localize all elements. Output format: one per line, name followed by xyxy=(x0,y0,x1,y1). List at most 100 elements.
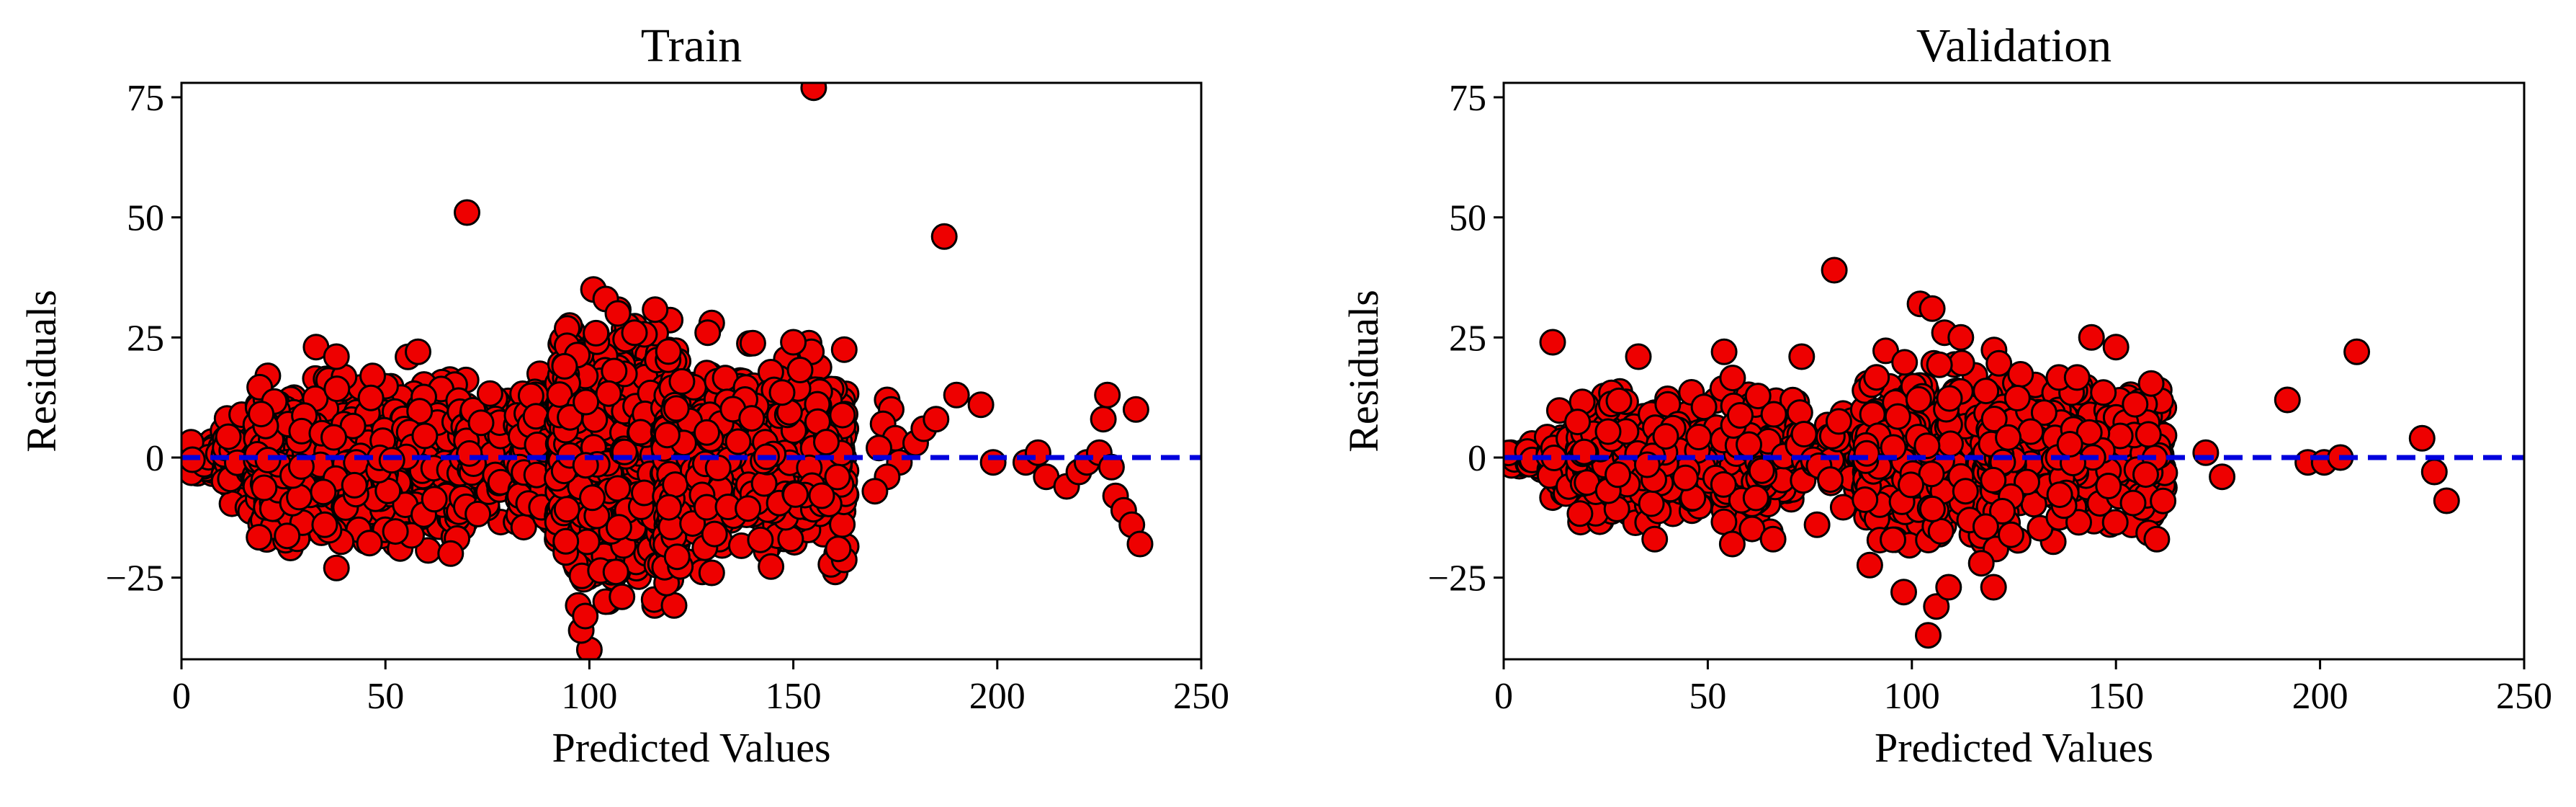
data-point xyxy=(2007,361,2034,388)
data-point xyxy=(866,434,892,462)
data-point xyxy=(465,500,492,527)
y-tick-label: 75 xyxy=(127,78,164,119)
data-point xyxy=(698,559,725,587)
train-points xyxy=(181,83,1154,659)
data-point xyxy=(215,423,242,450)
data-point xyxy=(411,422,439,450)
data-point xyxy=(2135,421,2162,448)
data-point xyxy=(1880,526,1906,553)
x-tick-label: 100 xyxy=(561,676,617,717)
data-point xyxy=(1742,484,1769,512)
data-point xyxy=(621,319,648,347)
data-point xyxy=(1972,513,1999,540)
data-point xyxy=(2143,525,2171,553)
train-y-axis-label: Residuals xyxy=(18,290,65,452)
data-point xyxy=(1803,511,1831,538)
data-point xyxy=(1710,338,1738,365)
data-point xyxy=(786,357,814,383)
x-tick-label: 0 xyxy=(172,676,191,717)
data-point xyxy=(406,398,434,425)
data-point xyxy=(1973,378,2000,405)
data-point xyxy=(1790,421,1818,447)
data-point xyxy=(768,379,796,406)
train-axes-frame xyxy=(180,81,1203,661)
data-point xyxy=(1856,551,1883,579)
data-point xyxy=(1913,432,1941,460)
y-tick-label: −25 xyxy=(1428,558,1486,599)
data-point xyxy=(357,384,385,411)
data-point xyxy=(1786,399,1813,427)
data-point xyxy=(653,422,681,449)
y-tick-label: 25 xyxy=(1449,318,1486,359)
data-point xyxy=(1744,383,1772,410)
data-point xyxy=(1638,490,1665,517)
data-point xyxy=(510,514,537,541)
train-chart-title: Train xyxy=(641,19,742,72)
data-point xyxy=(694,319,722,347)
y-tick-label: 0 xyxy=(1468,438,1486,479)
data-point xyxy=(2090,379,2117,406)
data-point xyxy=(1094,381,1121,409)
data-point xyxy=(2192,439,2220,466)
data-point xyxy=(1853,440,1880,467)
data-point xyxy=(437,540,465,567)
validation-points xyxy=(1504,257,2460,649)
data-point xyxy=(747,526,774,553)
data-point xyxy=(2137,370,2165,397)
data-point xyxy=(467,409,495,437)
data-point xyxy=(1641,525,1669,553)
data-point xyxy=(1759,525,1787,553)
data-point xyxy=(602,558,629,586)
data-point xyxy=(323,375,351,403)
data-point xyxy=(552,527,580,555)
data-point xyxy=(830,336,858,363)
data-point xyxy=(2150,487,2177,514)
data-point xyxy=(310,478,337,506)
data-point xyxy=(1927,517,1955,545)
data-point xyxy=(1936,385,1963,412)
data-point xyxy=(2063,364,2091,391)
data-point xyxy=(660,592,688,619)
y-tick-label: 75 xyxy=(1449,78,1486,119)
x-tick-label: 50 xyxy=(1689,676,1726,717)
data-point xyxy=(1605,461,1631,489)
data-point xyxy=(2408,424,2436,452)
x-tick-label: 0 xyxy=(1494,676,1513,717)
data-point xyxy=(605,514,632,541)
data-point xyxy=(1898,471,1924,499)
data-point xyxy=(2122,391,2149,418)
data-point xyxy=(642,296,669,324)
data-point xyxy=(1952,478,1979,505)
data-point xyxy=(382,518,409,545)
data-point xyxy=(1748,457,1775,484)
data-point xyxy=(1122,396,1149,423)
data-point xyxy=(359,362,386,390)
data-point xyxy=(1126,530,1154,558)
data-point xyxy=(739,329,766,357)
data-point xyxy=(668,367,696,395)
data-point xyxy=(1090,406,1117,433)
data-point xyxy=(1671,464,1699,491)
data-point xyxy=(378,447,405,474)
data-point xyxy=(1594,418,1622,445)
data-point xyxy=(343,449,370,476)
data-point xyxy=(1926,351,1953,378)
data-point xyxy=(2056,431,2083,458)
data-point xyxy=(1998,521,2024,548)
data-point xyxy=(2433,487,2460,514)
data-point xyxy=(979,449,1007,476)
y-tick-label: 50 xyxy=(1449,198,1486,239)
data-point xyxy=(694,419,720,446)
data-point xyxy=(1718,530,1746,558)
data-point xyxy=(1564,409,1592,436)
data-point xyxy=(2101,509,2129,536)
data-point xyxy=(454,199,480,226)
data-point xyxy=(2102,334,2130,361)
data-point xyxy=(1760,401,1787,428)
data-point xyxy=(248,401,275,428)
data-point xyxy=(1727,402,1754,429)
data-point xyxy=(1652,423,1679,450)
data-point xyxy=(341,471,368,499)
data-point xyxy=(2274,386,2301,414)
data-point xyxy=(553,496,580,523)
